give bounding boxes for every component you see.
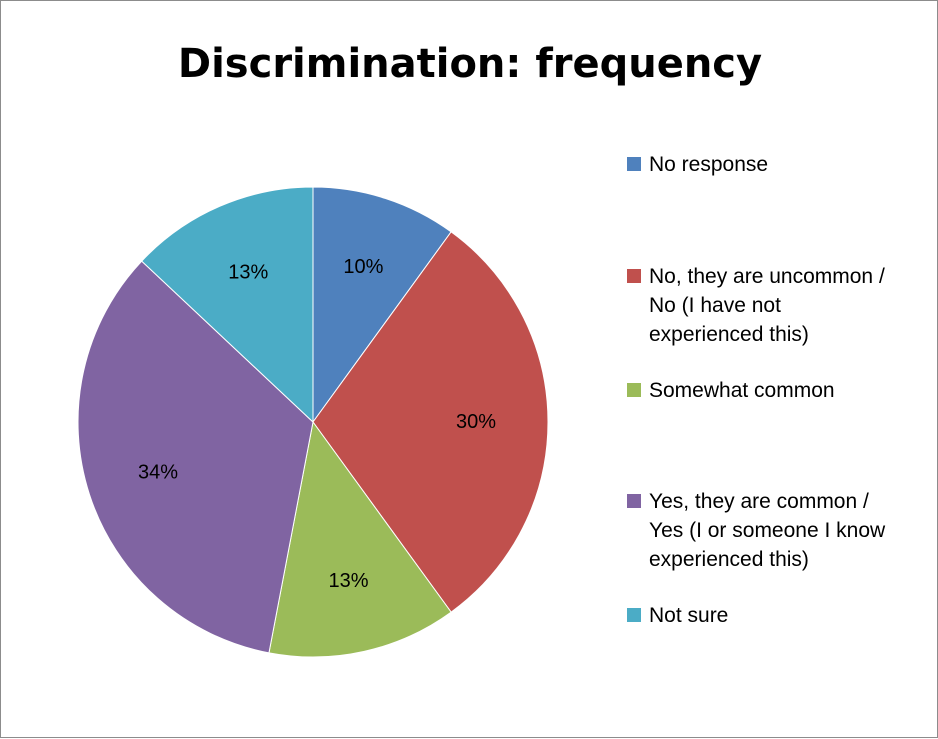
legend-label-uncommon: No, they are uncommon / No (I have not e… bbox=[649, 262, 938, 349]
legend-swatch-uncommon bbox=[627, 269, 641, 283]
legend-label-line: No, they are uncommon / bbox=[649, 265, 885, 288]
legend-label-line: No (I have not bbox=[649, 294, 781, 317]
pie-slice-no-they-are-uncommon-no-i-have-not-exper bbox=[312, 231, 549, 613]
legend-label-common: Yes, they are common / Yes (I or someone… bbox=[649, 487, 938, 574]
legend-label-line: Yes, they are common / bbox=[649, 490, 869, 513]
legend-label-line: experienced this) bbox=[649, 323, 809, 346]
pie-slice-not-sure bbox=[140, 186, 314, 424]
pie-data-label: 13% bbox=[329, 570, 369, 592]
pie-slice-somewhat-common bbox=[268, 420, 452, 658]
chart-title: Discrimination: frequency bbox=[177, 41, 763, 87]
legend-swatch-no-response bbox=[627, 157, 641, 171]
legend-label-line: Yes (I or someone I know bbox=[649, 519, 886, 542]
pie-data-label: 30% bbox=[456, 411, 496, 433]
legend-label-line: Somewhat common bbox=[649, 379, 835, 402]
pie-data-label: 10% bbox=[343, 256, 383, 278]
legend-swatch-common bbox=[627, 494, 641, 508]
pie-slice-no-response bbox=[312, 186, 452, 424]
pie-data-label: 34% bbox=[138, 461, 178, 483]
legend-label-line: No response bbox=[649, 153, 769, 176]
legend-label-somewhat-common: Somewhat common bbox=[649, 376, 938, 405]
pie-slice-yes-they-are-common-yes-i-or-someone-i-k bbox=[77, 260, 314, 654]
legend-swatch-not-sure bbox=[627, 608, 641, 622]
legend-label-no-response: No response bbox=[649, 150, 938, 179]
legend-label-line: Not sure bbox=[649, 604, 729, 627]
legend-label-line: experienced this) bbox=[649, 548, 809, 571]
pie-data-label: 13% bbox=[228, 261, 268, 283]
legend-swatch-somewhat-common bbox=[627, 383, 641, 397]
legend-label-not-sure: Not sure bbox=[649, 601, 938, 630]
